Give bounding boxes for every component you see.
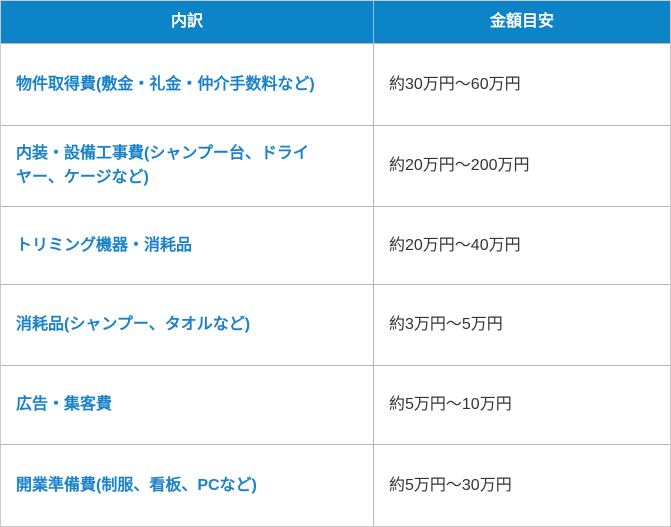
table-header-row: 内訳 金額目安 <box>1 1 670 43</box>
item-cell: 広告・集客費 <box>1 366 374 444</box>
table-row: 開業準備費(制服、看板、PCなど) 約5万円〜30万円 <box>1 444 670 526</box>
item-cell: 消耗品(シャンプー、タオルなど) <box>1 285 374 365</box>
item-cell: トリミング機器・消耗品 <box>1 207 374 284</box>
column-header-item: 内訳 <box>1 1 374 43</box>
amount-cell: 約3万円〜5万円 <box>389 316 503 333</box>
item-cell: 物件取得費(敷金・礼金・仲介手数料など) <box>1 44 374 125</box>
column-header-amount: 金額目安 <box>489 13 554 30</box>
amount-cell: 約20万円〜40万円 <box>389 236 521 254</box>
table-row: 広告・集客費 約5万円〜10万円 <box>1 365 670 444</box>
item-cell: 内装・設備工事費(シャンプー台、ドライ ヤー、ケージなど) <box>1 126 374 206</box>
amount-cell: 約5万円〜30万円 <box>389 476 512 494</box>
table-row: トリミング機器・消耗品 約20万円〜40万円 <box>1 206 670 284</box>
amount-cell: 約30万円〜60万円 <box>389 75 521 93</box>
table-row: 消耗品(シャンプー、タオルなど) 約3万円〜5万円 <box>1 284 670 365</box>
table-row: 物件取得費(敷金・礼金・仲介手数料など) 約30万円〜60万円 <box>1 43 670 125</box>
item-cell: 開業準備費(制服、看板、PCなど) <box>1 445 374 526</box>
table-row: 内装・設備工事費(シャンプー台、ドライ ヤー、ケージなど) 約20万円〜200万… <box>1 125 670 206</box>
amount-cell: 約5万円〜10万円 <box>389 396 512 413</box>
amount-cell: 約20万円〜200万円 <box>389 157 530 174</box>
